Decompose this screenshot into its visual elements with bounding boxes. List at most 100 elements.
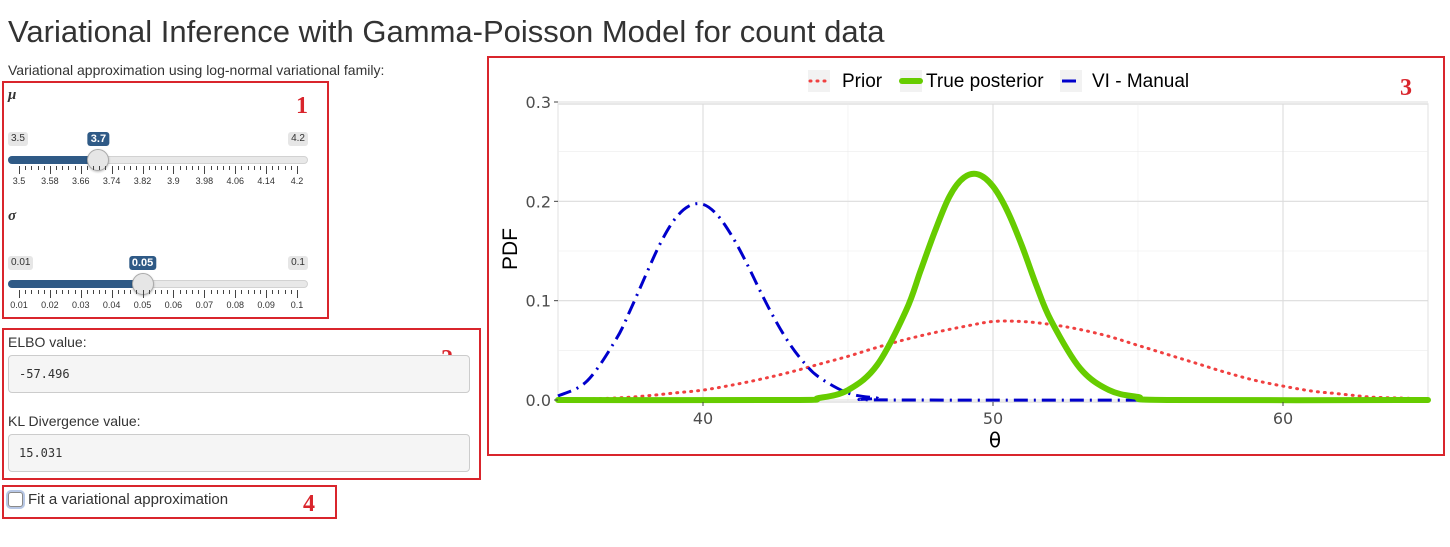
- mu-tick-minor: [130, 166, 132, 170]
- elbo-value-output: -57.496: [8, 355, 470, 393]
- checkbox-highlight: [2, 485, 337, 519]
- sigma-tick-minor: [68, 290, 70, 294]
- sigma-tick-minor: [198, 290, 200, 294]
- mu-tick-label: 3.5: [12, 176, 26, 186]
- sigma-tick-minor: [191, 290, 193, 294]
- plot-legend: Prior True posterior VI - Manual: [808, 70, 1189, 92]
- mu-slider[interactable]: 3.5 4.2 3.7 3.5 3.58 3.66 3.74 3.82 3.9 3.98 4.…: [8, 132, 308, 212]
- mu-tick-major: [297, 166, 298, 174]
- mu-tick-minor: [99, 166, 101, 170]
- mu-tick-label: 4.14: [257, 176, 275, 186]
- page-title: Variational Inference with Gamma-Poisson…: [8, 14, 885, 49]
- pdf-plot: Prior True posterior VI - Manual 0.0 0.1 0.2…: [499, 70, 1431, 450]
- sigma-tick-minor: [253, 290, 255, 294]
- variational-family-description: Variational approximation using log-norm…: [8, 62, 385, 78]
- mu-tick-major: [142, 166, 144, 174]
- mu-tick-label: 3.98: [195, 176, 214, 186]
- sigma-tick-minor: [167, 290, 169, 294]
- sigma-tick-minor: [222, 290, 224, 294]
- sigma-tick-minor: [154, 290, 156, 294]
- sigma-tick-major: [49, 290, 51, 298]
- plot-series: [555, 170, 1431, 404]
- sigma-tick-minor: [161, 290, 163, 294]
- sigma-tick-minor: [93, 290, 95, 294]
- sigma-value-label: 0.05: [128, 256, 157, 270]
- sigma-tick-label: 0.04: [102, 300, 121, 310]
- sigma-label: σ: [8, 208, 17, 224]
- mu-tick-label: 3.9: [167, 176, 180, 186]
- sigma-tick-minor: [148, 290, 150, 294]
- sigma-tick-major: [19, 290, 20, 298]
- y-tick-label: 0.1: [526, 292, 551, 311]
- mu-tick-minor: [216, 166, 218, 170]
- slider-panel-highlight: [2, 81, 329, 319]
- mu-tick-minor: [93, 166, 95, 170]
- plot-panel-highlight: [487, 56, 1445, 456]
- sigma-tick-major: [204, 290, 206, 298]
- plot-axes: 0.0 0.1 0.2 0.3 40 50 60: [526, 93, 1294, 428]
- sigma-tick-minor: [290, 290, 292, 294]
- fit-variational-checkbox-label[interactable]: Fit a variational approximation: [28, 491, 229, 508]
- sigma-tick-major: [111, 290, 113, 298]
- mu-tick-minor: [105, 166, 107, 170]
- sigma-tick-minor: [25, 290, 27, 294]
- series-line-prior: [556, 319, 1430, 402]
- mu-tick-label: 4.2: [290, 176, 304, 186]
- mu-tick-major: [80, 166, 82, 174]
- mu-tick-minor: [154, 166, 156, 170]
- sigma-tick-minor: [185, 290, 187, 294]
- sigma-tick-major: [266, 290, 268, 298]
- sigma-tick-minor: [74, 290, 76, 294]
- sigma-tick-label: 0.08: [226, 300, 244, 310]
- sigma-tick-minor: [179, 290, 181, 294]
- sigma-tick-major: [80, 290, 82, 298]
- mu-slider-fill: [8, 156, 99, 164]
- mu-tick-minor: [272, 166, 274, 170]
- mu-max-label: 4.2: [288, 132, 308, 146]
- mu-tick-minor: [198, 166, 200, 170]
- elbo-label: ELBO value:: [8, 334, 87, 350]
- mu-tick-label: 3.58: [41, 176, 59, 186]
- mu-tick-label: 3.74: [102, 176, 121, 186]
- mu-tick-minor: [241, 166, 243, 170]
- sigma-tick-minor: [278, 290, 280, 294]
- mu-tick-minor: [278, 166, 280, 170]
- mu-tick-label: 3.82: [133, 176, 152, 186]
- x-axis-label: θ: [989, 428, 1001, 450]
- sigma-tick-minor: [229, 290, 231, 294]
- annotation-4: 4: [303, 491, 315, 517]
- mu-tick-minor: [229, 166, 231, 170]
- output-panel-highlight: [2, 328, 481, 480]
- mu-tick-minor: [124, 166, 126, 170]
- mu-tick-minor: [284, 166, 286, 170]
- mu-tick-minor: [117, 166, 119, 170]
- sigma-tick-minor: [284, 290, 286, 294]
- mu-slider-handle[interactable]: [87, 149, 110, 171]
- mu-tick-minor: [62, 166, 64, 170]
- mu-tick-minor: [31, 166, 33, 170]
- mu-tick-minor: [68, 166, 70, 170]
- sigma-tick-label: 0.06: [164, 300, 183, 310]
- sigma-tick-minor: [43, 290, 45, 294]
- sigma-tick-label: 0.07: [195, 300, 214, 310]
- mu-tick-major: [204, 166, 206, 174]
- mu-tick-minor: [185, 166, 187, 170]
- y-tick-label: 0.0: [526, 391, 551, 410]
- sigma-tick-minor: [99, 290, 101, 294]
- sigma-tick-label: 0.09: [257, 300, 275, 310]
- sigma-max-label: 0.1: [288, 256, 308, 270]
- sigma-tick-minor: [37, 290, 39, 294]
- sigma-tick-minor: [210, 290, 212, 294]
- sigma-slider[interactable]: 0.01 0.1 0.05 0.01 0.02 0.03 0.04 0.05 0.06 0.…: [8, 256, 308, 336]
- mu-tick-minor: [25, 166, 27, 170]
- mu-tick-minor: [136, 166, 138, 170]
- mu-label: μ: [8, 87, 17, 103]
- sigma-tick-minor: [31, 290, 33, 294]
- sigma-tick-minor: [130, 290, 132, 294]
- mu-tick-minor: [148, 166, 150, 170]
- plot-grid: [557, 101, 1429, 403]
- sigma-tick-minor: [62, 290, 64, 294]
- mu-tick-minor: [290, 166, 292, 170]
- fit-variational-checkbox[interactable]: [8, 492, 23, 507]
- x-tick-label: 50: [983, 409, 1003, 428]
